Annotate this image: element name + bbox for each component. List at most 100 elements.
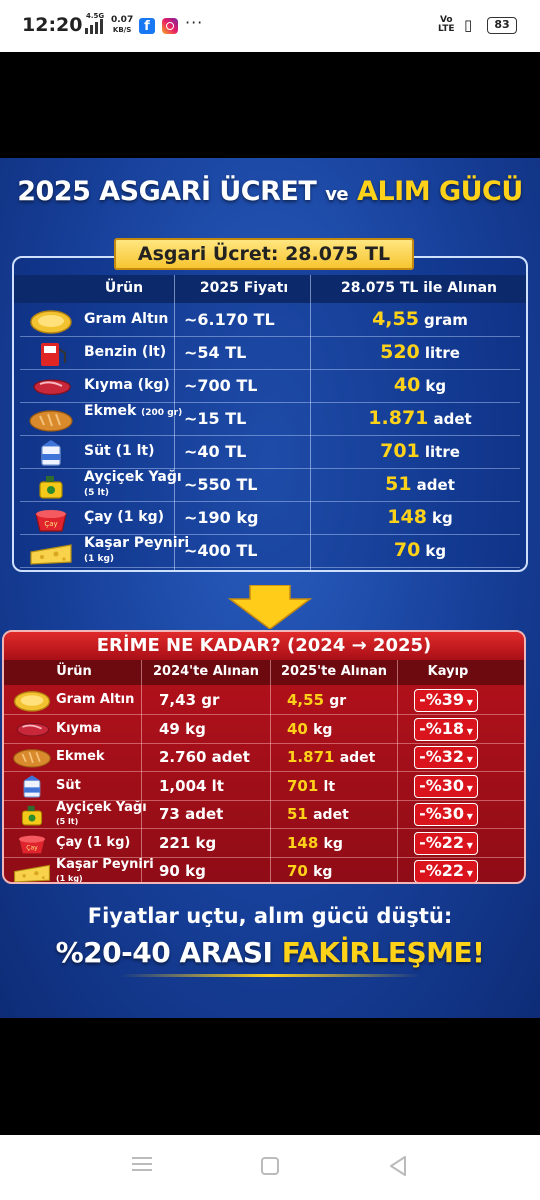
system-nav-bar <box>0 1135 540 1200</box>
header-price: 2025 Fiyatı <box>199 280 289 296</box>
down-arrow-icon: ▼ <box>464 840 473 850</box>
product-name: Ekmek <box>56 749 105 764</box>
product-label: Kaşar Peyniri <box>84 535 190 551</box>
infographic-image[interactable]: 2025 ASGARİ ÜCRET ve ALIM GÜCÜ Ürün 2025… <box>0 158 540 1018</box>
amount-unit: kg <box>425 542 447 560</box>
column-divider <box>270 660 271 882</box>
home-button[interactable] <box>261 1157 279 1175</box>
product-sub: (1 kg) <box>84 554 115 564</box>
loss-value: -%30 <box>419 804 464 823</box>
value-2025-unit: kg <box>313 721 333 738</box>
value-2025: 701 lt <box>287 777 335 795</box>
amount-unit: litre <box>424 443 460 461</box>
down-arrow-icon: ▼ <box>464 698 473 707</box>
table-row: Gram Altın 7,43 gr 4,55 gr -%39 ▼ <box>4 686 524 715</box>
product-name: Çay (1 kg) <box>84 509 164 525</box>
product-label: Süt <box>56 777 81 793</box>
header-2025: 2025'te Alınan <box>281 664 387 679</box>
loss-badge: -%30 ▼ <box>414 803 478 826</box>
vibrate-icon: ▯ <box>464 16 473 34</box>
amount-value: 70 kg <box>320 539 520 561</box>
product-name: Gram Altın <box>56 692 134 707</box>
amount-unit: kg <box>432 509 453 527</box>
oil-bottle-icon <box>21 805 43 826</box>
svg-text:Çay: Çay <box>26 844 38 851</box>
down-arrow-icon: ▼ <box>464 726 473 736</box>
loss-value: -%39 <box>419 690 464 709</box>
svg-text:Çay: Çay <box>44 520 57 528</box>
value-2025: 70 kg <box>287 862 332 880</box>
header-2024: 2024'te Alınan <box>153 664 259 679</box>
value-2025-unit: adet <box>313 807 349 823</box>
down-arrow-icon: ▼ <box>464 869 473 878</box>
loss-value: -%30 <box>419 775 464 795</box>
product-label: Kıyma <box>56 720 102 736</box>
value-2025-number: 1.871 <box>287 748 335 766</box>
milk-icon <box>41 440 61 466</box>
product-name: Kıyma (kg) <box>84 377 170 393</box>
amount-unit: kg <box>425 377 447 395</box>
amount-number: 51 <box>385 473 412 495</box>
product-name: Süt <box>56 778 81 793</box>
amount-number: 520 <box>380 341 420 363</box>
column-divider <box>397 660 398 882</box>
value-2024: 2.760 adet <box>159 748 250 766</box>
product-name: Süt (1 lt) <box>84 443 155 459</box>
tea-pack-icon: Çay <box>18 835 46 854</box>
amount-number: 148 <box>387 506 427 528</box>
loss-value: -%22 <box>419 832 464 852</box>
amount-value: 520 litre <box>320 341 520 363</box>
value-2025-number: 701 <box>287 776 319 795</box>
amount-value: 701 litre <box>320 440 520 462</box>
gold-bar-icon <box>13 691 51 712</box>
back-button[interactable] <box>388 1155 408 1177</box>
title-ve: ve <box>325 184 349 205</box>
value-2025-number: 148 <box>287 833 319 852</box>
amount-unit: gram <box>424 311 468 329</box>
signal-icon <box>85 19 103 34</box>
recent-apps-button[interactable] <box>132 1157 152 1173</box>
amount-number: 4,55 <box>372 308 419 330</box>
column-divider <box>174 275 175 570</box>
value-2025-number: 40 <box>287 719 308 738</box>
network-speed: 0.07 KB/S <box>111 15 133 35</box>
price-value: ~6.170 TL <box>184 310 275 329</box>
value-2024: 90 kg <box>159 862 206 880</box>
table-row: Çay Çay (1 kg) 221 kg 148 kg -%22 ▼ <box>4 829 524 858</box>
table-row: Kıyma 49 kg 40 kg -%18 ▼ <box>4 715 524 744</box>
price-value: ~400 TL <box>184 541 258 560</box>
table-row: Kaşar Peyniri (1 kg) ~400 TL 70 kg <box>20 535 520 568</box>
cheese-icon <box>30 544 72 565</box>
product-label: Kaşar Peyniri <box>56 857 154 872</box>
table-row: Süt (1 lt) ~40 TL 701 litre <box>20 436 520 469</box>
value-2024: 1,004 lt <box>159 776 224 795</box>
product-name: Kaşar Peyniri (1 kg) <box>84 536 189 566</box>
column-divider <box>310 275 311 570</box>
loss-value: -%32 <box>419 747 464 766</box>
value-2024: 49 kg <box>159 719 206 738</box>
loss-value: -%18 <box>419 718 464 738</box>
table-row: Kıyma (kg) ~700 TL 40 kg <box>20 370 520 403</box>
amount-value: 148 kg <box>320 506 520 528</box>
product-label: Çay (1 kg) <box>84 509 165 525</box>
loss-table-title: ERİME NE KADAR? (2024 → 2025) <box>4 632 524 660</box>
volte-top: Vo <box>439 15 453 25</box>
price-table-header: Ürün 2025 Fiyatı 28.075 TL ile Alınan <box>14 275 526 303</box>
amount-value: 1.871 adet <box>320 407 520 429</box>
product-name: Ayçiçek Yağı (5 lt) <box>56 801 147 828</box>
column-divider <box>141 660 142 882</box>
price-table: Ürün 2025 Fiyatı 28.075 TL ile Alınan Gr… <box>12 256 528 572</box>
arrow-down-icon <box>228 585 312 629</box>
value-2025-unit: gr <box>329 693 347 709</box>
value-2025-unit: lt <box>323 778 336 795</box>
product-sub: (5 lt) <box>56 817 79 826</box>
value-2024: 221 kg <box>159 833 217 852</box>
price-value: ~550 TL <box>184 475 258 494</box>
table-row: Çay Çay (1 kg) ~190 kg 148 kg <box>20 502 520 535</box>
product-name: Benzin (lt) <box>84 344 166 360</box>
footer-headline-a: %20-40 ARASI <box>55 936 273 969</box>
bread-icon <box>13 749 51 768</box>
speed-unit: KB/S <box>112 26 132 34</box>
header-loss: Kayıp <box>427 664 469 679</box>
loss-badge: -%18 ▼ <box>414 717 478 741</box>
